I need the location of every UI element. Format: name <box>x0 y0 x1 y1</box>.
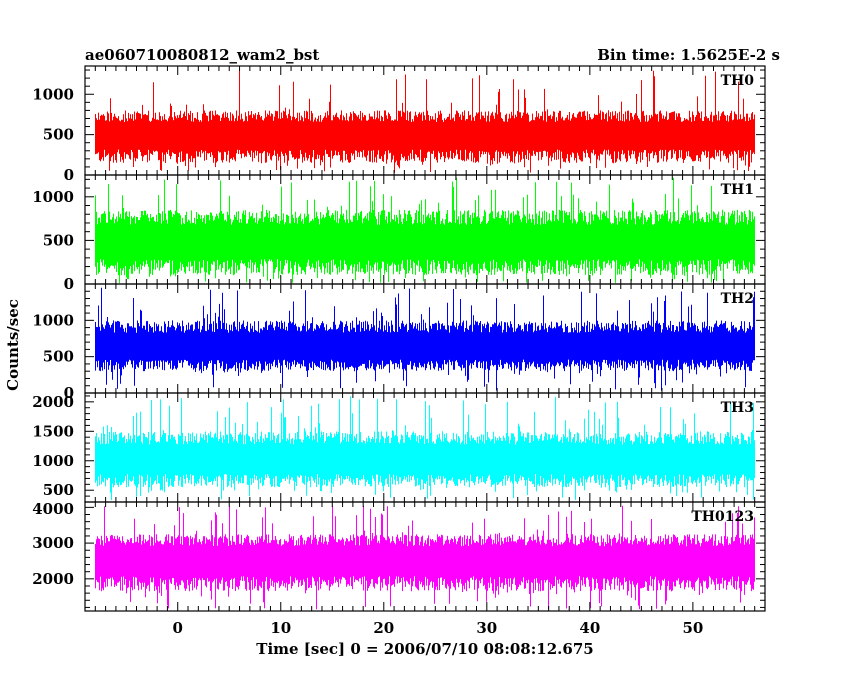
y-tick-label: 500 <box>43 126 74 144</box>
series-th0 <box>95 69 755 173</box>
y-axis-label: Counts/sec <box>4 299 22 391</box>
y-tick-label: 0 <box>64 166 74 184</box>
panels-group: 0 500 1000 TH0 0 500 1000 TH1 0 500 1000 TH2 500 1000… <box>32 65 766 612</box>
y-tick-label: 0 <box>64 275 74 293</box>
x-tick-label: 0 <box>173 619 183 637</box>
x-tick-label: 10 <box>270 619 291 637</box>
channel-label: TH2 <box>721 291 754 307</box>
panel-th0123: 2000 3000 4000 TH0123 <box>32 500 766 612</box>
x-tick-label: 20 <box>373 619 394 637</box>
y-tick-label: 1000 <box>32 188 74 206</box>
y-tick-label: 500 <box>43 481 74 499</box>
figure-title: ae060710080812_wam2_bst <box>85 46 319 64</box>
y-tick-label: 1000 <box>32 452 74 470</box>
y-tick-label: 500 <box>43 348 74 366</box>
panel-th0: 0 500 1000 TH0 <box>32 65 766 184</box>
y-tick-label: 2000 <box>32 393 74 411</box>
panel-th3: 500 1000 1500 2000 TH3 <box>32 392 766 503</box>
series-th1 <box>95 177 755 283</box>
y-tick-label: 4000 <box>32 500 74 518</box>
x-tick-label: 50 <box>682 619 703 637</box>
bin-time-label: Bin time: 1.5625E-2 s <box>597 46 780 64</box>
y-tick-label: 500 <box>43 231 74 249</box>
series-th2 <box>95 287 755 391</box>
panel-th1: 0 500 1000 TH1 <box>32 174 766 293</box>
x-tick-label: 40 <box>579 619 600 637</box>
channel-label: TH1 <box>721 182 754 198</box>
channel-label: TH0123 <box>691 509 754 525</box>
series-th3 <box>95 396 755 501</box>
x-axis: 0 10 20 30 40 50 <box>173 619 704 637</box>
y-tick-label: 0 <box>64 384 74 402</box>
x-tick-label: 30 <box>476 619 497 637</box>
channel-label: TH0 <box>721 73 755 89</box>
series-th0123 <box>95 505 755 610</box>
y-tick-label: 1000 <box>32 85 74 103</box>
panel-th2: 0 500 1000 TH2 <box>32 283 766 402</box>
y-tick-label: 1500 <box>32 422 74 440</box>
x-axis-label: Time [sec] 0 = 2006/07/10 08:08:12.675 <box>256 640 593 658</box>
channel-label: TH3 <box>721 400 754 416</box>
y-tick-label: 3000 <box>32 534 74 552</box>
y-tick-label: 2000 <box>32 570 74 588</box>
y-tick-label: 1000 <box>32 311 74 329</box>
